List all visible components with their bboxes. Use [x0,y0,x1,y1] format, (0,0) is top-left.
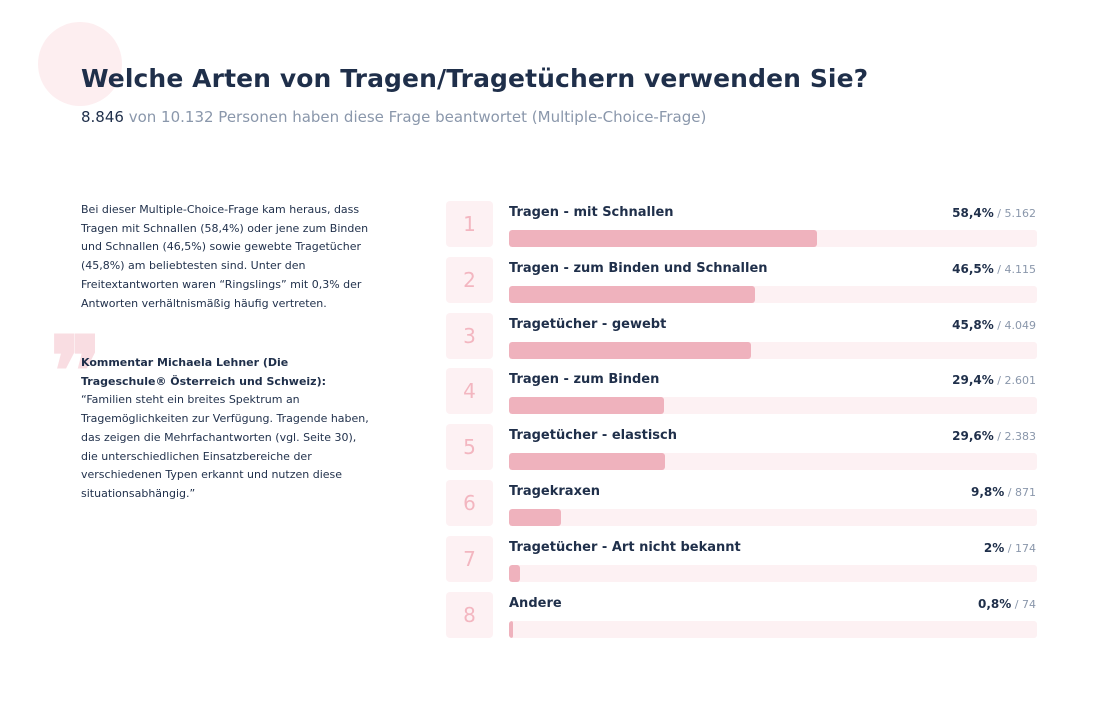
decorative-circle [38,22,122,106]
rank-badge: 8 [446,591,493,638]
bar-track [509,564,1037,582]
bar-count-label: 871 [1015,486,1036,499]
bar-row: 7 Tragetücher - Art nicht bekannt 2% / 174 [446,535,1038,582]
bar-row: 8 Andere 0,8% / 74 [446,591,1038,638]
bar-row: 6 Tragekraxen 9,8% / 871 [446,479,1038,526]
value-separator: / [1004,541,1015,555]
bar-label: Tragen - zum Binden und Schnallen [509,260,768,276]
bar-percent-label: 58,4% [952,206,994,220]
bar-label: Tragetücher - gewebt [509,316,667,332]
bar-percent-label: 29,6% [952,429,994,444]
bar-value: 29,4% / 2.601 [952,373,1036,387]
respondent-count: 8.846 [81,108,124,126]
subtitle-text: von 10.132 Personen haben diese Frage be… [123,108,707,126]
bar-row: 3 Tragetücher - gewebt 45,8% / 4.049 [446,312,1038,359]
bar-row: 2 Tragen - zum Binden und Schnallen 46,5% … [446,256,1038,303]
bar-label: Andere [509,595,562,611]
bar-label: Tragetücher - elastisch [509,428,678,444]
bar-percent-label: 29,4% [952,373,994,388]
bar-label: Tragetücher - Art nicht bekannt [509,539,741,555]
value-separator: / [1004,486,1015,499]
rank-badge: 2 [446,256,493,303]
page-subtitle: 8.846 von 10.132 Personen haben diese Fr… [81,108,706,126]
bar [509,509,561,526]
bar-track [509,620,1037,638]
value-separator: / [993,374,1005,388]
bar [509,230,818,247]
bar-value: 45,8% / 4.049 [952,318,1036,332]
bar-row: 4 Tragen - zum Binden 29,4% / 2.601 [446,367,1038,415]
value-separator: / [993,262,1005,276]
bar-track [509,341,1037,359]
bar-value: 46,5% / 4.115 [952,262,1036,276]
bar-count-label: 74 [1022,597,1036,611]
rank-badge: 5 [446,424,493,471]
bar-count-label: 174 [1015,541,1036,555]
bar-label: Tragekraxen [509,484,601,499]
bar-row: 5 Tragetücher - elastisch 29,6% / 2.383 [446,423,1038,471]
rank-badge: 6 [446,480,493,526]
bar-count-label: 5.162 [1004,207,1037,220]
expert-comment: Kommentar Michaela Lehner (Die Trageschu… [81,354,371,504]
bar-percent-label: 0,8% [978,596,1012,611]
bar-count-label: 4.049 [1004,318,1037,332]
bar [509,564,520,582]
value-separator: / [993,430,1005,444]
quote-mark-icon: ❞ [50,315,102,428]
bar-label: Tragen - mit Schnallen [509,205,674,220]
bar-value: 29,6% / 2.383 [952,429,1036,443]
rank-badge: 4 [446,368,493,415]
bar-count-label: 4.115 [1004,262,1037,276]
rank-badge: 7 [446,535,493,582]
value-separator: / [1011,597,1022,611]
bar-row: 1 Tragen - mit Schnallen 58,4% / 5.162 [446,200,1038,247]
bar-percent-label: 46,5% [952,261,994,276]
bar-value: 9,8% / 871 [971,485,1036,499]
page-title: Welche Arten von Tragen/Tragetüchern ver… [81,64,869,93]
bar-percent-label: 2% [983,540,1005,555]
bar [509,285,755,303]
bar-percent-label: 45,8% [952,317,994,332]
description-text: Bei dieser Multiple-Choice-Frage kam her… [81,203,369,310]
bar [509,397,665,415]
bar-value: 0,8% / 74 [978,597,1036,611]
comment-body: “Familien steht ein breites Spektrum an … [81,393,369,500]
bar-label: Tragen - zum Binden [509,372,660,388]
bar-count-label: 2.383 [1004,430,1037,444]
bar-track [509,509,1037,526]
bar-track [509,230,1037,247]
bar-track [509,397,1037,415]
bar-count-label: 2.601 [1004,374,1037,388]
bar [509,341,751,359]
rank-badge: 3 [446,312,493,359]
bar-value: 58,4% / 5.162 [952,206,1036,220]
bar [509,620,514,638]
bar-percent-label: 9,8% [971,485,1005,499]
bar [509,453,666,471]
value-separator: / [993,207,1005,220]
bar-value: 2% / 174 [984,541,1036,555]
bar-track [509,453,1037,471]
value-separator: / [993,318,1005,332]
comment-heading: Kommentar Michaela Lehner (Die Trageschu… [81,356,327,388]
bar-chart: 1 Tragen - mit Schnallen 58,4% / 5.162 2 Tra… [446,200,1038,640]
bar-track [509,285,1037,303]
rank-badge: 1 [446,201,493,247]
